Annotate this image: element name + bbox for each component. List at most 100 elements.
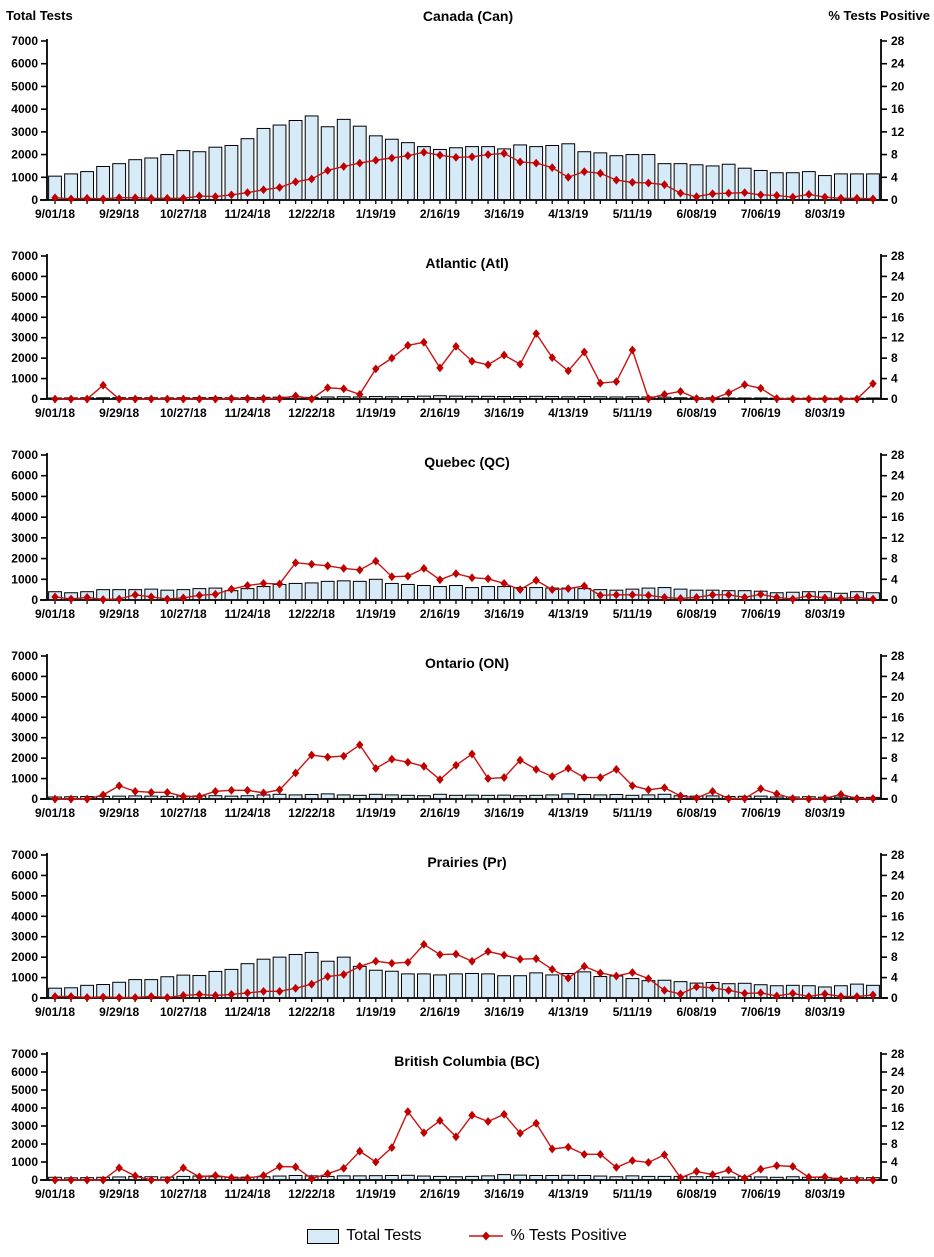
svg-text:4000: 4000 <box>11 510 38 524</box>
svg-text:7/06/19: 7/06/19 <box>741 1005 781 1019</box>
svg-text:24: 24 <box>891 469 905 483</box>
svg-text:0: 0 <box>891 392 898 406</box>
svg-text:11/24/18: 11/24/18 <box>224 406 270 420</box>
british-columbia-chart: 0 1000 2000 3000 4000 5000 6000 7000 0 4 8 12 16 20 24… <box>11 1049 905 1201</box>
svg-text:7/06/19: 7/06/19 <box>741 207 781 221</box>
svg-text:3000: 3000 <box>11 930 38 944</box>
svg-text:8/03/19: 8/03/19 <box>805 607 845 621</box>
line-diamond-swatch-icon <box>468 1231 503 1241</box>
svg-text:4: 4 <box>891 372 898 386</box>
svg-text:9/01/18: 9/01/18 <box>35 1187 75 1201</box>
svg-text:10/27/18: 10/27/18 <box>160 207 207 221</box>
svg-text:28: 28 <box>891 251 905 263</box>
legend-item-pct-positive: % Tests Positive <box>468 1227 627 1245</box>
svg-text:2000: 2000 <box>11 950 38 964</box>
panel-british-columbia: British Columbia (BC) 0 1000 2000 3000 4000 5… <box>0 1049 934 1207</box>
svg-text:2000: 2000 <box>11 1137 38 1151</box>
svg-text:12: 12 <box>891 930 905 944</box>
svg-text:8/03/19: 8/03/19 <box>805 806 845 820</box>
svg-text:9/29/18: 9/29/18 <box>99 1187 139 1201</box>
left-axis-title: Total Tests <box>6 8 73 23</box>
legend-label-total-tests: Total Tests <box>346 1227 422 1244</box>
svg-text:6000: 6000 <box>11 469 38 483</box>
svg-text:8/03/19: 8/03/19 <box>805 207 845 221</box>
ontario-chart: 0 1000 2000 3000 4000 5000 6000 7000 0 4 8 12 16 20 24… <box>11 651 905 820</box>
svg-text:10/27/18: 10/27/18 <box>160 406 207 420</box>
svg-text:20: 20 <box>891 79 905 93</box>
svg-text:5000: 5000 <box>11 79 38 93</box>
svg-text:16: 16 <box>891 102 905 116</box>
svg-text:3/16/19: 3/16/19 <box>484 406 524 420</box>
svg-text:1/19/19: 1/19/19 <box>356 1187 396 1201</box>
svg-text:0: 0 <box>31 991 38 1005</box>
svg-text:5000: 5000 <box>11 690 38 704</box>
svg-text:4: 4 <box>891 1155 898 1169</box>
svg-text:6000: 6000 <box>11 269 38 283</box>
svg-text:28: 28 <box>891 850 905 862</box>
svg-text:1000: 1000 <box>11 1155 38 1169</box>
svg-text:8: 8 <box>891 950 898 964</box>
svg-text:0: 0 <box>891 193 898 207</box>
svg-text:4000: 4000 <box>11 909 38 923</box>
svg-text:8: 8 <box>891 1137 898 1151</box>
svg-text:2/16/19: 2/16/19 <box>420 1187 460 1201</box>
svg-text:12/22/18: 12/22/18 <box>288 607 335 621</box>
right-axis-title: % Tests Positive <box>828 8 930 23</box>
legend-item-total-tests: Total Tests <box>307 1227 422 1245</box>
svg-text:1000: 1000 <box>11 170 38 184</box>
svg-text:6/08/19: 6/08/19 <box>677 607 717 621</box>
svg-text:1000: 1000 <box>11 572 38 586</box>
svg-text:9/29/18: 9/29/18 <box>99 607 139 621</box>
svg-text:12/22/18: 12/22/18 <box>288 806 335 820</box>
legend: Total Tests % Tests Positive <box>0 1221 934 1251</box>
svg-text:3000: 3000 <box>11 1119 38 1133</box>
svg-text:2000: 2000 <box>11 751 38 765</box>
svg-text:0: 0 <box>31 792 38 806</box>
svg-text:2/16/19: 2/16/19 <box>420 806 460 820</box>
svg-text:2/16/19: 2/16/19 <box>420 207 460 221</box>
svg-text:7000: 7000 <box>11 251 38 263</box>
svg-text:9/01/18: 9/01/18 <box>35 207 75 221</box>
svg-text:10/27/18: 10/27/18 <box>160 607 207 621</box>
svg-text:28: 28 <box>891 651 905 663</box>
panel-ontario: Ontario (ON) 0 1000 2000 3000 4000 5000 6000 70… <box>0 651 934 826</box>
svg-text:7/06/19: 7/06/19 <box>741 406 781 420</box>
svg-text:9/01/18: 9/01/18 <box>35 1005 75 1019</box>
svg-text:28: 28 <box>891 1049 905 1061</box>
svg-text:9/29/18: 9/29/18 <box>99 406 139 420</box>
svg-text:3/16/19: 3/16/19 <box>484 806 524 820</box>
svg-text:6/08/19: 6/08/19 <box>677 1005 717 1019</box>
svg-text:1000: 1000 <box>11 372 38 386</box>
svg-text:5/11/19: 5/11/19 <box>613 406 653 420</box>
svg-text:20: 20 <box>891 489 905 503</box>
svg-text:8: 8 <box>891 148 898 162</box>
svg-text:0: 0 <box>31 1173 38 1187</box>
svg-text:4/13/19: 4/13/19 <box>548 406 588 420</box>
svg-text:0: 0 <box>891 1173 898 1187</box>
svg-text:3000: 3000 <box>11 531 38 545</box>
svg-text:7/06/19: 7/06/19 <box>741 806 781 820</box>
svg-text:5/11/19: 5/11/19 <box>613 1187 653 1201</box>
svg-text:9/01/18: 9/01/18 <box>35 607 75 621</box>
svg-text:11/24/18: 11/24/18 <box>224 806 270 820</box>
svg-text:6/08/19: 6/08/19 <box>677 1187 717 1201</box>
svg-text:24: 24 <box>891 57 905 71</box>
svg-text:6/08/19: 6/08/19 <box>677 806 717 820</box>
svg-text:0: 0 <box>31 593 38 607</box>
svg-text:12: 12 <box>891 125 905 139</box>
svg-text:3000: 3000 <box>11 731 38 745</box>
svg-text:2000: 2000 <box>11 351 38 365</box>
svg-text:2/16/19: 2/16/19 <box>420 406 460 420</box>
svg-text:9/29/18: 9/29/18 <box>99 207 139 221</box>
svg-text:10/27/18: 10/27/18 <box>160 1187 207 1201</box>
panel-title-canada: Canada (Can) <box>422 8 514 24</box>
svg-text:11/24/18: 11/24/18 <box>224 207 270 221</box>
quebec-chart: 0 1000 2000 3000 4000 5000 6000 7000 0 4 8 12 16 20 24… <box>11 450 905 621</box>
svg-text:12/22/18: 12/22/18 <box>288 1187 335 1201</box>
svg-text:16: 16 <box>891 310 905 324</box>
svg-text:7000: 7000 <box>11 1049 38 1061</box>
svg-text:5/11/19: 5/11/19 <box>613 1005 653 1019</box>
svg-text:12: 12 <box>891 331 905 345</box>
svg-text:0: 0 <box>31 392 38 406</box>
atlantic-chart: 0 1000 2000 3000 4000 5000 6000 7000 0 4 8 12 16 20 24… <box>11 251 905 420</box>
